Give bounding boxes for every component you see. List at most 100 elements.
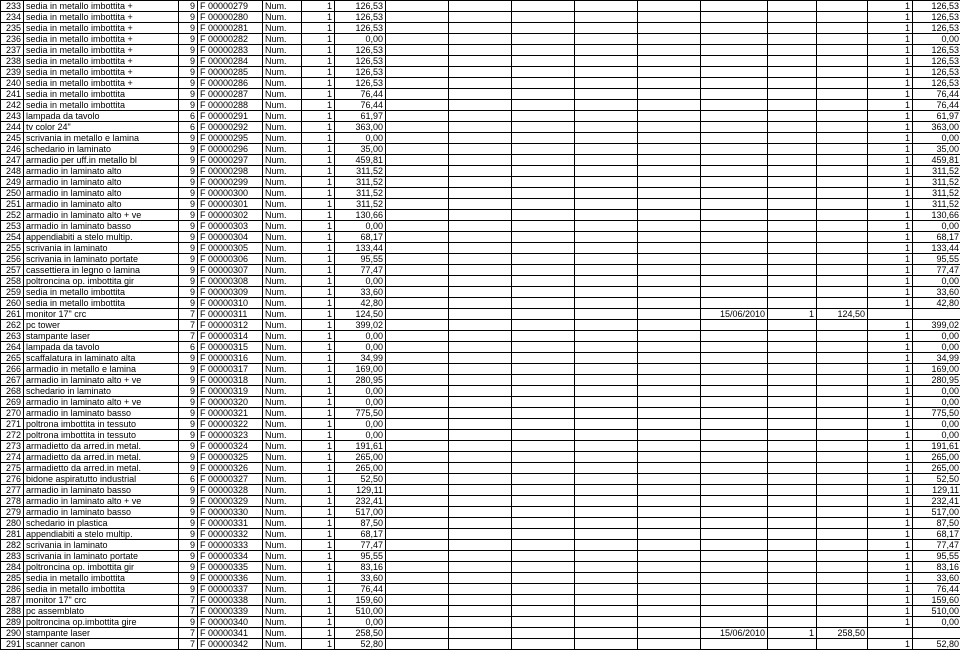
cell-empty: [386, 617, 449, 628]
cell-desc: poltroncina op. imbottita gir: [24, 276, 179, 287]
table-row: 249armadio in laminato alto9F 00000299Nu…: [1, 177, 960, 188]
cell-v2: [817, 496, 868, 507]
cell-date: [701, 188, 768, 199]
cell-val: 0,00: [335, 617, 386, 628]
cell-id: 260: [1, 298, 24, 309]
cell-val: 77,47: [335, 265, 386, 276]
cell-val: 510,00: [335, 606, 386, 617]
cell-q: 1: [302, 166, 335, 177]
cell-empty: [449, 606, 512, 617]
cell-q2: [768, 232, 817, 243]
cell-empty: [386, 518, 449, 529]
cell-um: Num.: [263, 199, 302, 210]
cell-date: [701, 287, 768, 298]
cell-q3: 1: [868, 485, 913, 496]
cell-desc: armadio in laminato alto: [24, 177, 179, 188]
cell-empty: [638, 485, 701, 496]
cell-n1: 9: [179, 298, 198, 309]
cell-um: Num.: [263, 166, 302, 177]
cell-v2: [817, 221, 868, 232]
cell-v2: [817, 584, 868, 595]
cell-v2: [817, 78, 868, 89]
cell-um: Num.: [263, 188, 302, 199]
cell-val: 363,00: [335, 122, 386, 133]
cell-um: Num.: [263, 463, 302, 474]
cell-empty: [512, 331, 575, 342]
cell-empty: [512, 155, 575, 166]
cell-empty: [449, 232, 512, 243]
cell-v3: [913, 628, 960, 639]
cell-v2: [817, 507, 868, 518]
cell-date: [701, 595, 768, 606]
cell-empty: [575, 177, 638, 188]
cell-empty: [638, 419, 701, 430]
cell-val: 517,00: [335, 507, 386, 518]
cell-empty: [386, 507, 449, 518]
cell-v2: [817, 199, 868, 210]
cell-code: F 00000328: [198, 485, 263, 496]
cell-empty: [449, 254, 512, 265]
cell-v3: 61,97: [913, 111, 960, 122]
cell-empty: [512, 595, 575, 606]
cell-um: Num.: [263, 595, 302, 606]
cell-n1: 7: [179, 639, 198, 650]
cell-empty: [449, 45, 512, 56]
cell-empty: [575, 67, 638, 78]
cell-date: [701, 562, 768, 573]
cell-q: 1: [302, 1, 335, 12]
cell-empty: [638, 463, 701, 474]
cell-empty: [386, 67, 449, 78]
cell-id: 264: [1, 342, 24, 353]
cell-v3: 0,00: [913, 133, 960, 144]
cell-n1: 9: [179, 584, 198, 595]
cell-q2: [768, 639, 817, 650]
cell-um: Num.: [263, 155, 302, 166]
cell-um: Num.: [263, 45, 302, 56]
cell-q: 1: [302, 45, 335, 56]
cell-empty: [512, 78, 575, 89]
cell-code: F 00000320: [198, 397, 263, 408]
cell-v3: 517,00: [913, 507, 960, 518]
cell-desc: armadio in laminato basso: [24, 485, 179, 496]
cell-empty: [386, 144, 449, 155]
cell-empty: [638, 562, 701, 573]
cell-id: 238: [1, 56, 24, 67]
cell-n1: 9: [179, 562, 198, 573]
cell-q3: 1: [868, 441, 913, 452]
cell-empty: [638, 188, 701, 199]
cell-empty: [512, 221, 575, 232]
cell-code: F 00000282: [198, 34, 263, 45]
cell-n1: 9: [179, 78, 198, 89]
cell-empty: [449, 188, 512, 199]
cell-um: Num.: [263, 639, 302, 650]
cell-q2: [768, 276, 817, 287]
cell-code: F 00000322: [198, 419, 263, 430]
cell-empty: [449, 529, 512, 540]
cell-date: [701, 430, 768, 441]
cell-q: 1: [302, 386, 335, 397]
cell-date: [701, 507, 768, 518]
cell-empty: [512, 166, 575, 177]
cell-id: 240: [1, 78, 24, 89]
cell-date: [701, 584, 768, 595]
cell-q2: [768, 518, 817, 529]
cell-code: F 00000281: [198, 23, 263, 34]
table-row: 246schedario in laminato9F 00000296Num.1…: [1, 144, 960, 155]
cell-empty: [638, 276, 701, 287]
cell-code: F 00000331: [198, 518, 263, 529]
cell-empty: [386, 419, 449, 430]
cell-um: Num.: [263, 441, 302, 452]
cell-empty: [638, 177, 701, 188]
cell-empty: [386, 78, 449, 89]
cell-empty: [386, 265, 449, 276]
cell-desc: sedia in metallo imbottita: [24, 298, 179, 309]
cell-empty: [386, 89, 449, 100]
cell-v2: [817, 89, 868, 100]
cell-empty: [512, 496, 575, 507]
cell-date: [701, 364, 768, 375]
cell-val: 191,61: [335, 441, 386, 452]
cell-empty: [449, 265, 512, 276]
cell-q2: [768, 606, 817, 617]
cell-code: F 00000335: [198, 562, 263, 573]
cell-empty: [512, 177, 575, 188]
